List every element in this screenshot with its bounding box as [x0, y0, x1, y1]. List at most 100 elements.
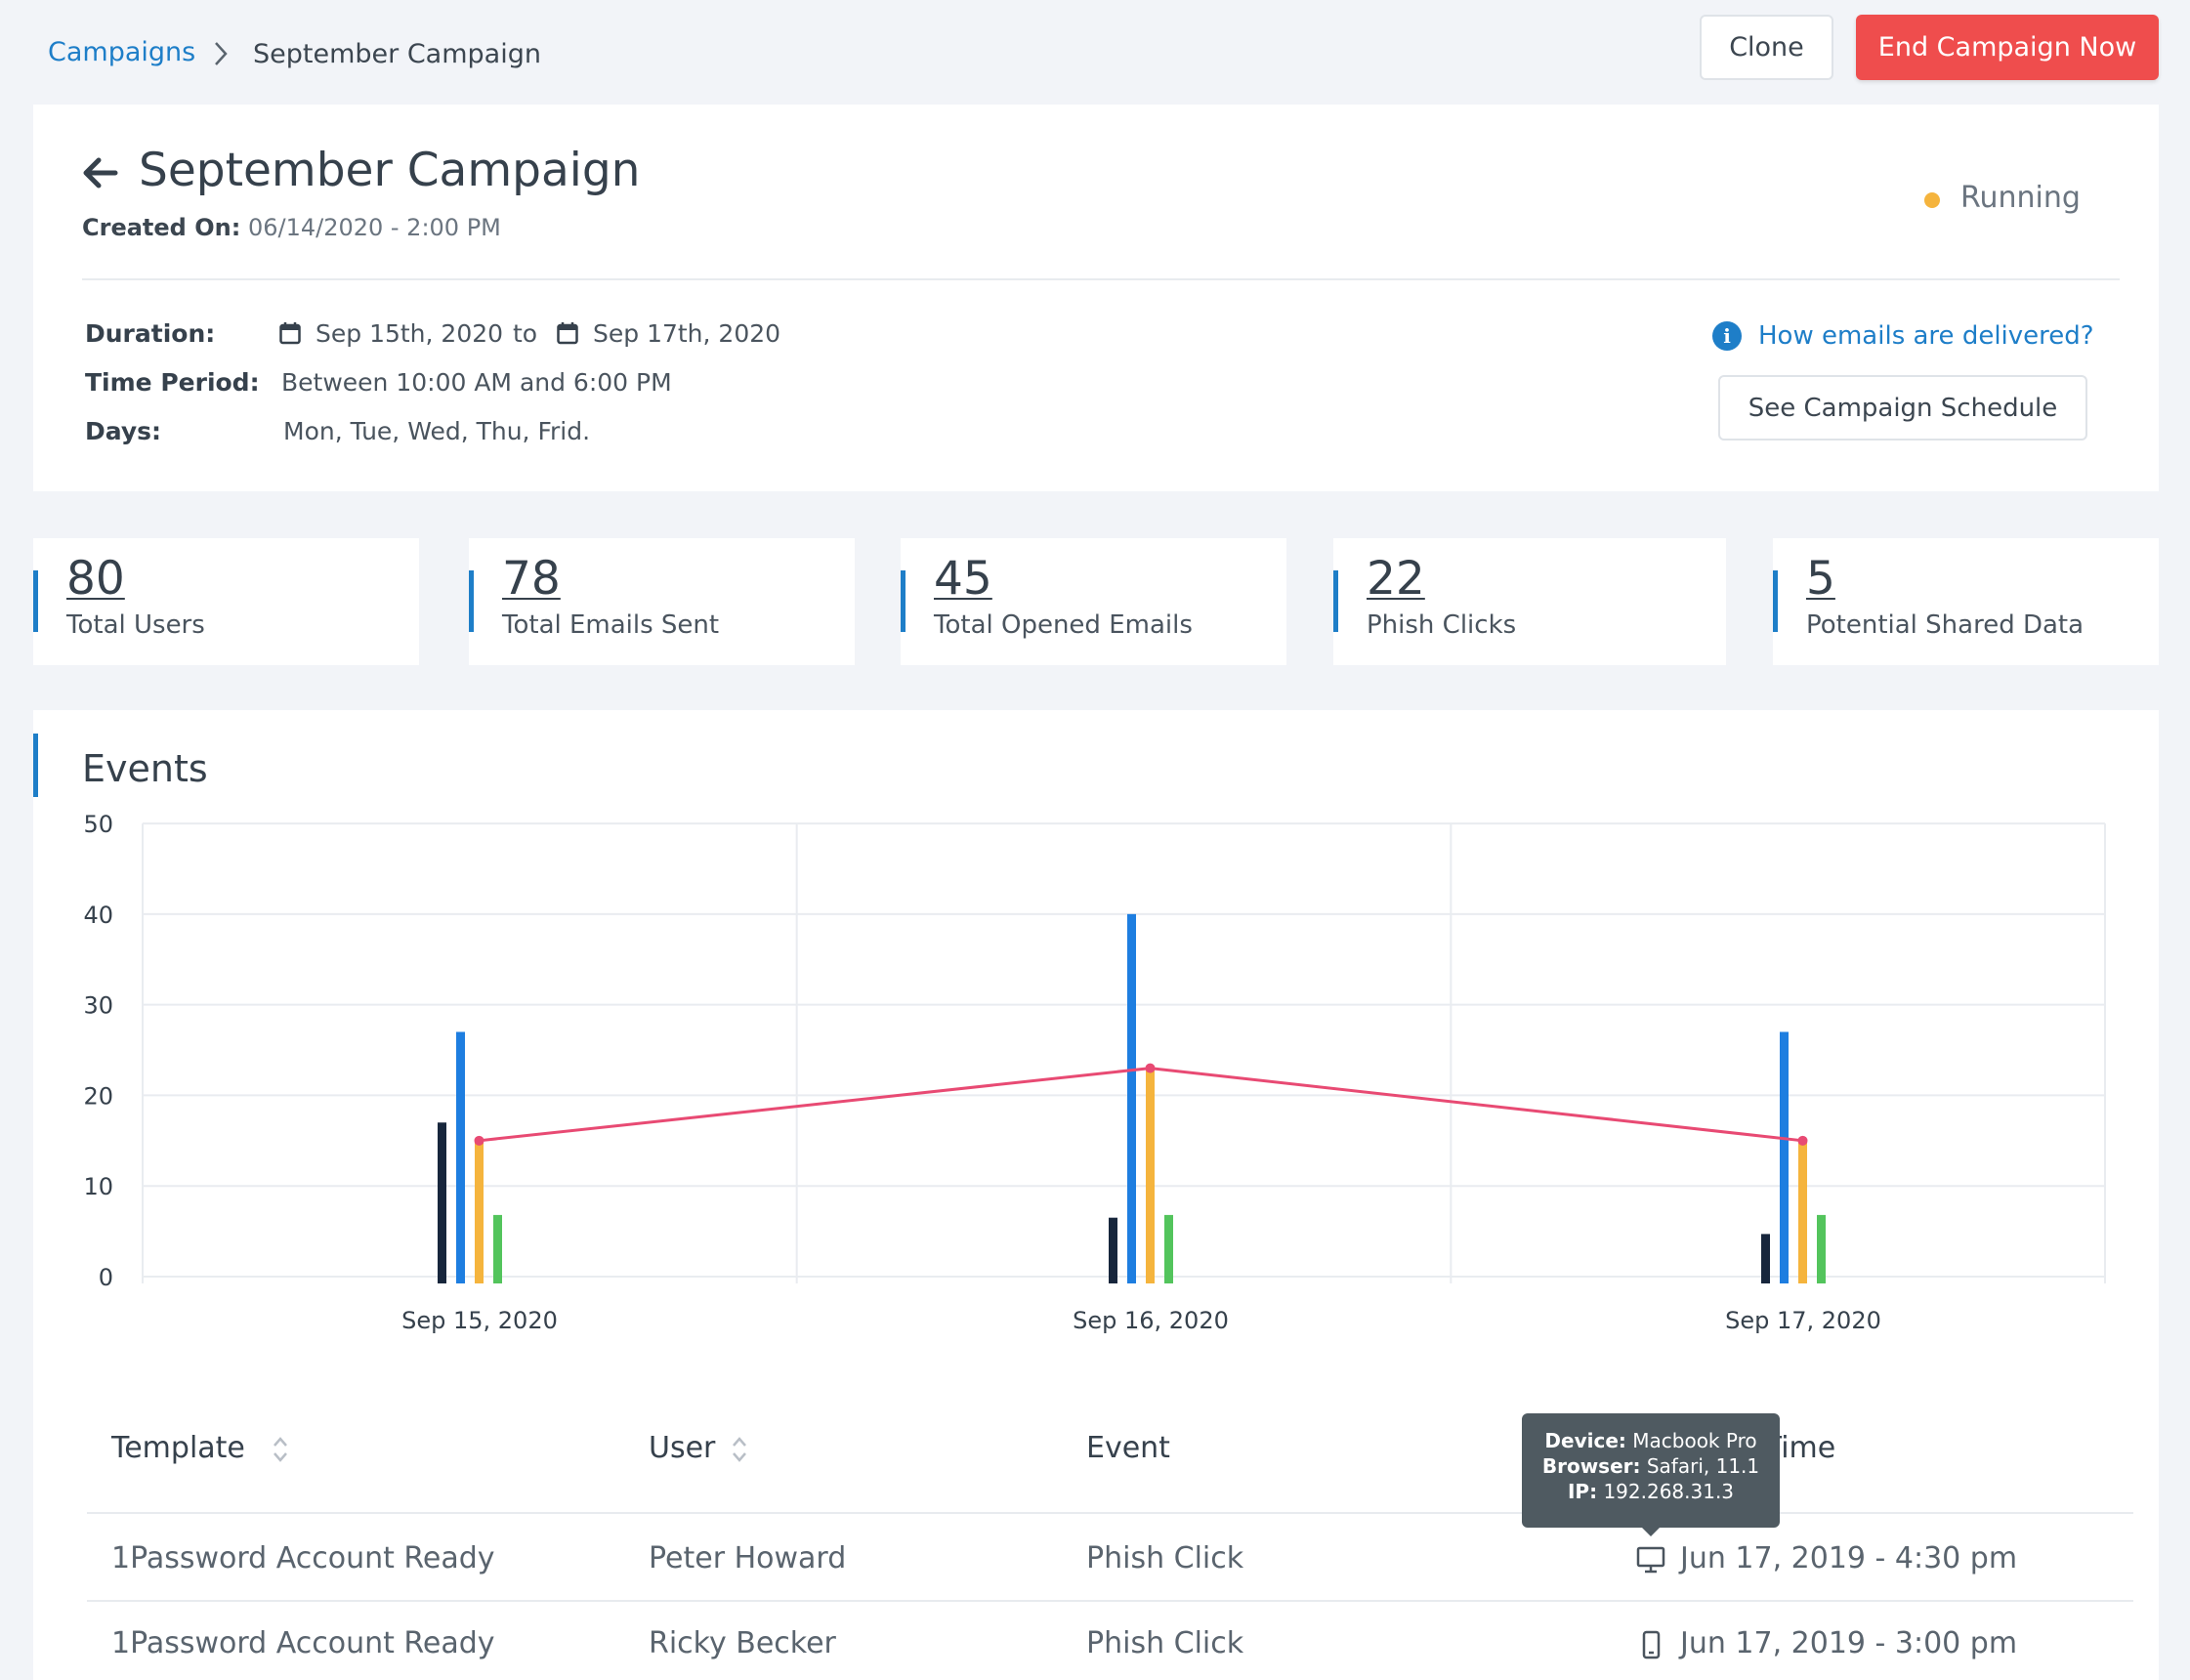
stat-card-shared-data: 5 Potential Shared Data — [1773, 538, 2159, 665]
cell-event: Phish Click — [1086, 1626, 1244, 1660]
column-header-user[interactable]: User — [649, 1431, 716, 1465]
tooltip-browser-value: Safari, 11.1 — [1646, 1454, 1760, 1478]
start-date: Sep 15th, 2020 — [316, 319, 504, 348]
line-point — [1797, 1135, 1808, 1146]
time-period-value: Between 10:00 AM and 6:00 PM — [281, 368, 672, 397]
campaign-header-card: September Campaign Created On: 06/14/202… — [33, 105, 2159, 491]
days-value: Mon, Tue, Wed, Thu, Frid. — [283, 417, 591, 445]
sort-icon[interactable] — [272, 1435, 289, 1464]
bar — [1127, 913, 1136, 1283]
stat-card-total-users: 80 Total Users — [33, 538, 419, 665]
stat-accent — [1333, 570, 1338, 632]
bar — [438, 1122, 446, 1283]
desktop-icon[interactable] — [1636, 1545, 1665, 1575]
events-card: Events 0 10 20 30 40 50 Sep 15, 2020 Sep 16, 20… — [33, 710, 2159, 1680]
info-icon: i — [1712, 321, 1742, 351]
stat-value[interactable]: 80 — [66, 552, 125, 606]
stat-label: Total Opened Emails — [934, 610, 1193, 640]
created-value: 06/14/2020 - 2:00 PM — [247, 214, 501, 241]
x-tick-label: Sep 17, 2020 — [1725, 1307, 1881, 1334]
see-schedule-button[interactable]: See Campaign Schedule — [1718, 375, 2087, 441]
stat-value[interactable]: 22 — [1367, 552, 1425, 606]
stat-accent — [469, 570, 474, 632]
y-tick-label: 40 — [83, 902, 113, 929]
x-tick-label: Sep 15, 2020 — [401, 1307, 558, 1334]
stat-accent — [901, 570, 905, 632]
y-tick-label: 0 — [99, 1264, 113, 1291]
top-bar: Campaigns September Campaign Clone End C… — [0, 0, 2190, 105]
column-header-event: Event — [1086, 1431, 1170, 1465]
cell-template: 1Password Account Ready — [111, 1626, 495, 1660]
bar — [456, 1031, 465, 1283]
chevron-right-icon — [215, 42, 228, 65]
stat-label: Potential Shared Data — [1806, 610, 2085, 640]
stat-value[interactable]: 5 — [1806, 552, 1835, 606]
tooltip-device-value: Macbook Pro — [1632, 1429, 1757, 1452]
stat-card-phish-clicks: 22 Phish Clicks — [1333, 538, 1726, 665]
duration-label: Duration: — [85, 319, 216, 348]
bar — [1146, 1068, 1155, 1283]
stat-accent — [1773, 570, 1778, 632]
stat-label: Phish Clicks — [1367, 610, 1517, 640]
tooltip-device-label: Device: — [1544, 1429, 1626, 1452]
events-chart: 0 10 20 30 40 50 Sep 15, 2020 Sep 16, 2020 Sep 1… — [83, 815, 2106, 1334]
device-tooltip: Device: Macbook Pro Browser: Safari, 11.… — [1522, 1413, 1780, 1528]
bar — [1164, 1214, 1173, 1283]
calendar-icon — [279, 322, 301, 345]
breadcrumb-campaigns-link[interactable]: Campaigns — [48, 37, 196, 67]
stat-label: Total Emails Sent — [502, 610, 720, 640]
table-divider — [87, 1600, 2133, 1602]
stat-value[interactable]: 78 — [502, 552, 561, 606]
bar — [493, 1214, 502, 1283]
y-tick-label: 20 — [83, 1082, 113, 1110]
cell-datetime: Jun 17, 2019 - 3:00 pm — [1680, 1626, 2018, 1660]
cell-template: 1Password Account Ready — [111, 1541, 495, 1575]
y-tick-label: 10 — [83, 1173, 113, 1200]
x-tick-label: Sep 16, 2020 — [1073, 1307, 1229, 1334]
back-arrow-icon[interactable] — [82, 155, 119, 190]
stat-card-opened-emails: 45 Total Opened Emails — [901, 538, 1286, 665]
header-divider — [82, 278, 2120, 280]
bar — [1761, 1234, 1770, 1283]
created-label: Created On: — [82, 214, 241, 241]
tooltip-ip-value: 192.268.31.3 — [1603, 1480, 1735, 1503]
table-divider — [87, 1512, 2133, 1514]
clone-button[interactable]: Clone — [1700, 15, 1833, 80]
bar — [475, 1140, 484, 1283]
column-header-template[interactable]: Template — [111, 1431, 245, 1465]
end-date: Sep 17th, 2020 — [593, 319, 781, 348]
calendar-icon — [557, 322, 578, 345]
stat-accent — [33, 570, 38, 632]
time-period-label: Time Period: — [85, 368, 260, 397]
status-badge: Running — [1960, 181, 2081, 215]
cell-user: Peter Howard — [649, 1541, 847, 1575]
bar — [1798, 1140, 1807, 1283]
cell-datetime: Jun 17, 2019 - 4:30 pm — [1680, 1541, 2018, 1575]
breadcrumb-current: September Campaign — [253, 39, 541, 69]
days-label: Days: — [85, 417, 162, 445]
line-point — [1145, 1063, 1156, 1073]
stat-card-emails-sent: 78 Total Emails Sent — [469, 538, 855, 665]
how-emails-delivered-link[interactable]: How emails are delivered? — [1758, 321, 2094, 351]
bar — [1109, 1217, 1117, 1283]
mobile-icon[interactable] — [1636, 1630, 1665, 1659]
cell-user: Ricky Becker — [649, 1626, 836, 1660]
sort-icon[interactable] — [731, 1435, 748, 1464]
events-accent — [33, 734, 38, 797]
events-title: Events — [82, 747, 208, 790]
created-on: Created On: 06/14/2020 - 2:00 PM — [82, 214, 501, 241]
y-tick-label: 30 — [83, 992, 113, 1020]
to-label: to — [513, 319, 538, 348]
tooltip-arrow — [1641, 1527, 1661, 1536]
status-dot-icon — [1924, 192, 1940, 208]
stat-value[interactable]: 45 — [934, 552, 992, 606]
page-title: September Campaign — [139, 144, 641, 197]
stat-label: Total Users — [66, 610, 205, 640]
y-tick-label: 50 — [83, 815, 113, 838]
cell-event: Phish Click — [1086, 1541, 1244, 1575]
line-point — [474, 1135, 484, 1146]
tooltip-browser-label: Browser: — [1541, 1454, 1641, 1478]
bar — [1780, 1031, 1789, 1283]
end-campaign-button[interactable]: End Campaign Now — [1856, 15, 2159, 80]
tooltip-ip-label: IP: — [1567, 1480, 1598, 1503]
